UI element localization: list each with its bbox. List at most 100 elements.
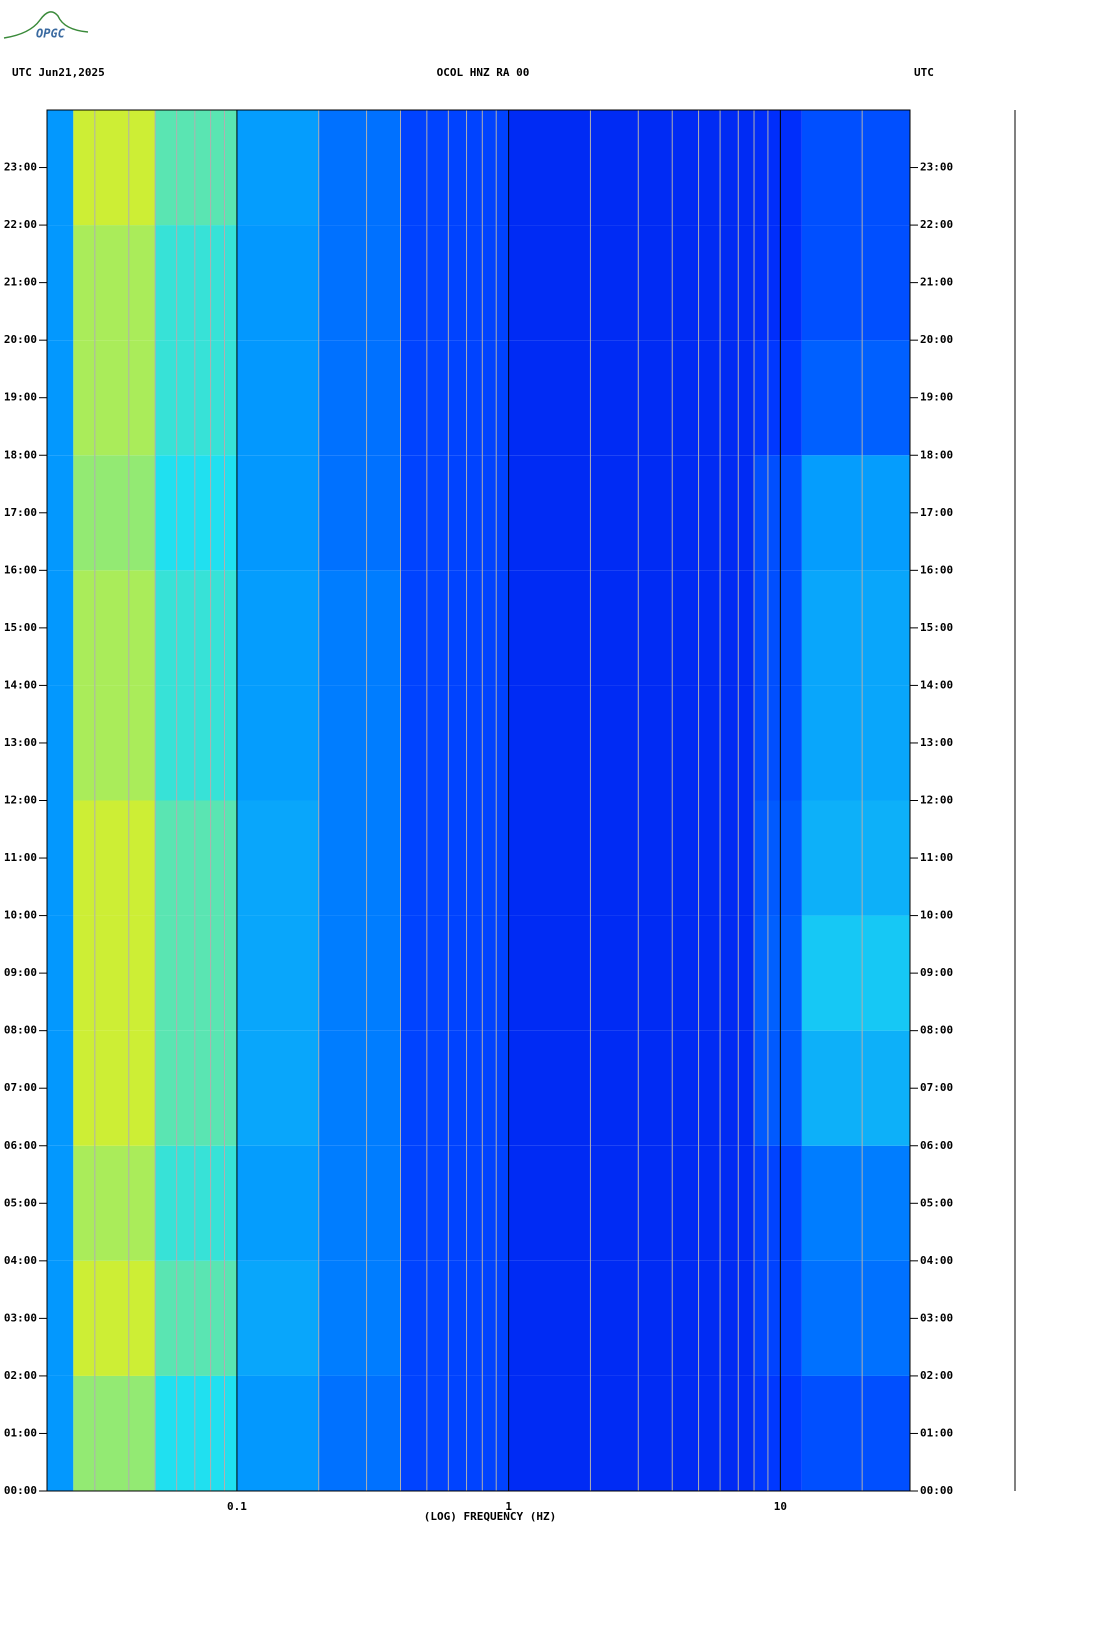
y-tick-label: 04:00 <box>4 1254 37 1267</box>
spectrogram-cell <box>236 1145 319 1261</box>
spectrogram-cell <box>400 1375 509 1491</box>
spectrogram-cell <box>508 800 755 916</box>
y-tick-label: 00:00 <box>4 1484 37 1497</box>
spectrogram-cell <box>318 685 401 801</box>
spectrogram-cell <box>508 340 755 456</box>
logo: OPGC <box>36 27 66 41</box>
y-tick-label: 12:00 <box>920 794 953 807</box>
spectrogram-cell <box>508 1145 755 1261</box>
y-tick-label: 12:00 <box>4 794 37 807</box>
spectrogram-cell <box>318 1030 401 1146</box>
y-tick-label: 10:00 <box>4 909 37 922</box>
spectrogram-cell <box>73 110 156 226</box>
spectrogram-cell <box>801 225 910 341</box>
y-tick-label: 01:00 <box>920 1426 953 1439</box>
spectrogram-cell <box>754 915 802 1031</box>
spectrogram-cell <box>400 1260 509 1376</box>
spectrogram-cell <box>47 1260 74 1376</box>
y-tick-label: 08:00 <box>4 1024 37 1037</box>
spectrogram-cell <box>73 1260 156 1376</box>
spectrogram-cell <box>400 225 509 341</box>
spectrogram-cell <box>73 1375 156 1491</box>
spectrogram-cell <box>754 800 802 916</box>
spectrogram-cell <box>155 455 237 571</box>
spectrogram-cell <box>155 800 237 916</box>
spectrogram-cell <box>801 110 910 226</box>
spectrogram-cell <box>801 455 910 571</box>
y-tick-label: 09:00 <box>920 966 953 979</box>
y-tick-label: 10:00 <box>920 909 953 922</box>
spectrogram-cell <box>47 800 74 916</box>
spectrogram-cell <box>754 1030 802 1146</box>
x-axis-label: (LOG) FREQUENCY (HZ) <box>424 1510 556 1523</box>
spectrogram-cell <box>318 1145 401 1261</box>
y-tick-label: 05:00 <box>920 1196 953 1209</box>
y-tick-label: 14:00 <box>920 678 953 691</box>
spectrogram-cell <box>73 800 156 916</box>
spectrogram-cell <box>801 685 910 801</box>
spectrogram-cell <box>236 1260 319 1376</box>
spectrogram-cell <box>801 1030 910 1146</box>
x-tick-label: 1 <box>505 1500 512 1513</box>
spectrogram-cell <box>155 915 237 1031</box>
spectrogram-cell <box>155 110 237 226</box>
y-tick-label: 13:00 <box>920 736 953 749</box>
spectrogram-cell <box>400 110 509 226</box>
spectrogram-cell <box>400 800 509 916</box>
y-tick-label: 22:00 <box>4 218 37 231</box>
chart-title: OCOL HNZ RA 00 <box>437 66 530 79</box>
y-tick-label: 18:00 <box>4 448 37 461</box>
spectrogram-cell <box>73 225 156 341</box>
y-tick-label: 15:00 <box>4 621 37 634</box>
spectrogram-cell <box>236 455 319 571</box>
spectrogram-cell <box>400 915 509 1031</box>
spectrogram-cell <box>236 225 319 341</box>
spectrogram-cell <box>508 455 755 571</box>
y-tick-label: 06:00 <box>920 1139 953 1152</box>
y-tick-label: 11:00 <box>920 851 953 864</box>
spectrogram-cell <box>47 570 74 686</box>
y-tick-label: 07:00 <box>4 1081 37 1094</box>
spectrogram-cell <box>47 225 74 341</box>
spectrogram-cell <box>155 1375 237 1491</box>
spectrogram-cell <box>801 340 910 456</box>
spectrogram-cell <box>400 340 509 456</box>
spectrogram-cell <box>801 1375 910 1491</box>
spectrogram-cell <box>73 685 156 801</box>
spectrogram-cell <box>236 110 319 226</box>
spectrogram-cell <box>318 915 401 1031</box>
spectrogram-cell <box>318 1375 401 1491</box>
x-tick-label: 0.1 <box>227 1500 247 1513</box>
spectrogram-cell <box>47 1030 74 1146</box>
y-tick-label: 21:00 <box>920 276 953 289</box>
spectrogram-cell <box>801 570 910 686</box>
spectrogram-cell <box>236 570 319 686</box>
spectrogram-cell <box>754 110 802 226</box>
spectrogram-cell <box>754 1145 802 1261</box>
spectrogram-cell <box>236 340 319 456</box>
spectrogram-cell <box>47 1375 74 1491</box>
spectrogram-cell <box>400 455 509 571</box>
y-tick-label: 03:00 <box>920 1311 953 1324</box>
spectrogram-cell <box>73 1145 156 1261</box>
spectrogram-cell <box>508 915 755 1031</box>
spectrogram-cell <box>73 570 156 686</box>
y-tick-label: 03:00 <box>4 1311 37 1324</box>
spectrogram-cell <box>155 685 237 801</box>
spectrogram-cell <box>318 800 401 916</box>
spectrogram-cell <box>508 1260 755 1376</box>
spectrogram-cell <box>508 1030 755 1146</box>
spectrogram-cell <box>400 570 509 686</box>
spectrogram-cell <box>400 685 509 801</box>
spectrogram-cell <box>318 340 401 456</box>
spectrogram-cell <box>508 225 755 341</box>
spectrogram-cell <box>400 1145 509 1261</box>
y-tick-label: 17:00 <box>4 506 37 519</box>
spectrogram-cell <box>236 1375 319 1491</box>
spectrogram-cell <box>47 685 74 801</box>
y-tick-label: 23:00 <box>920 161 953 174</box>
y-tick-label: 21:00 <box>4 276 37 289</box>
spectrogram-cell <box>47 1145 74 1261</box>
spectrogram-cell <box>801 915 910 1031</box>
